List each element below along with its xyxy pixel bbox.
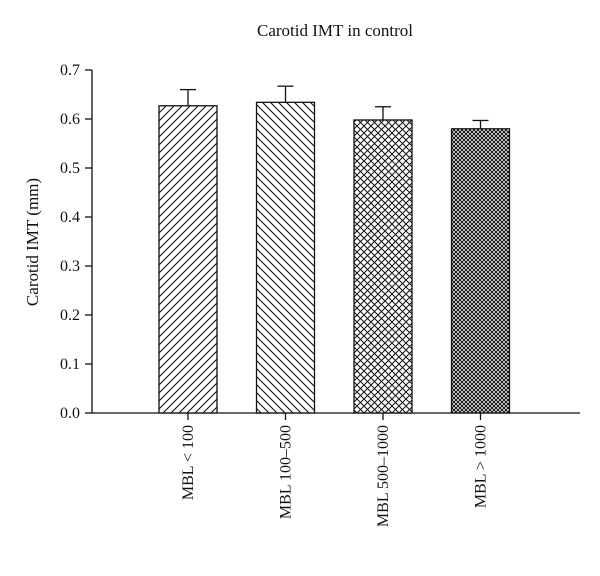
error-bars — [180, 85, 489, 129]
bar — [158, 105, 218, 414]
y-tick-label: 0.4 — [60, 209, 80, 226]
bar — [353, 119, 413, 414]
bars — [158, 101, 511, 414]
x-ticks: MBL < 100 MBL 100–500 MBL 500–1000 MBL > 10… — [180, 413, 490, 527]
bar — [450, 128, 511, 414]
y-tick-label: 0.2 — [60, 307, 80, 324]
y-ticks: 0.0 0.1 0.2 0.3 0.4 0.5 0.6 0.7 — [60, 62, 92, 422]
chart-title: Carotid IMT in control — [257, 21, 413, 40]
x-tick-label: MBL < 100 — [180, 425, 197, 500]
y-tick-label: 0.1 — [60, 356, 80, 373]
y-tick-label: 0.6 — [60, 111, 80, 128]
x-tick-label: MBL 100–500 — [278, 425, 295, 519]
y-tick-label: 0.5 — [60, 160, 80, 177]
x-tick-label: MBL 500–1000 — [375, 425, 392, 527]
y-tick-label: 0.7 — [60, 62, 80, 79]
y-tick-label: 0.3 — [60, 258, 80, 275]
y-axis-label: Carotid IMT (mm) — [23, 178, 42, 306]
y-tick-label: 0.0 — [60, 405, 80, 422]
bar — [255, 101, 316, 414]
x-tick-label: MBL > 1000 — [473, 425, 490, 508]
